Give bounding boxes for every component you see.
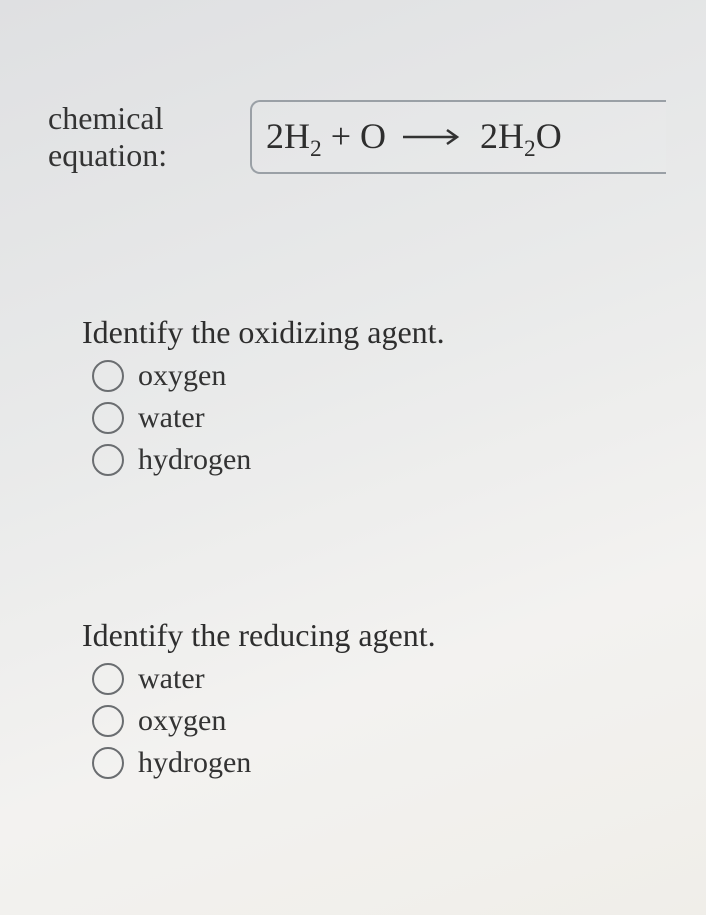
option-q2-hydrogen[interactable]: hydrogen [92,746,666,780]
question-reducing: Identify the reducing agent. water oxyge… [82,617,666,780]
equation-box: 2H2 + O 2H2O [250,100,666,174]
equation-lhs: 2H2 + O [266,115,386,158]
option-label: hydrogen [138,443,251,477]
option-label: water [138,662,205,696]
rhs-coef: 2H [480,116,524,156]
equation-row: chemical equation: 2H2 + O 2H2O [48,100,666,174]
option-label: oxygen [138,359,226,393]
radio-icon [92,705,124,737]
radio-icon [92,444,124,476]
option-q1-water[interactable]: water [92,401,666,435]
option-q1-oxygen[interactable]: oxygen [92,359,666,393]
question-oxidizing: Identify the oxidizing agent. oxygen wat… [82,314,666,477]
option-label: hydrogen [138,746,251,780]
option-q1-hydrogen[interactable]: hydrogen [92,443,666,477]
radio-icon [92,663,124,695]
radio-icon [92,360,124,392]
arrow-icon [401,128,465,146]
worksheet-page: chemical equation: 2H2 + O 2H2O Identify… [0,0,706,915]
radio-icon [92,747,124,779]
equation-rhs: 2H2O [480,115,562,158]
option-q2-water[interactable]: water [92,662,666,696]
lhs2: O [360,116,386,156]
option-q2-oxygen[interactable]: oxygen [92,704,666,738]
lhs1-sub: 2 [310,136,322,162]
equation-label: chemical equation: [48,100,226,174]
question-2-prompt: Identify the reducing agent. [82,617,666,654]
question-1-prompt: Identify the oxidizing agent. [82,314,666,351]
lhs1-coef: 2H [266,116,310,156]
option-label: oxygen [138,704,226,738]
option-label: water [138,401,205,435]
rhs-sub1: 2 [524,136,536,162]
rhs-o: O [536,116,562,156]
radio-icon [92,402,124,434]
plus-sign: + [322,116,360,156]
